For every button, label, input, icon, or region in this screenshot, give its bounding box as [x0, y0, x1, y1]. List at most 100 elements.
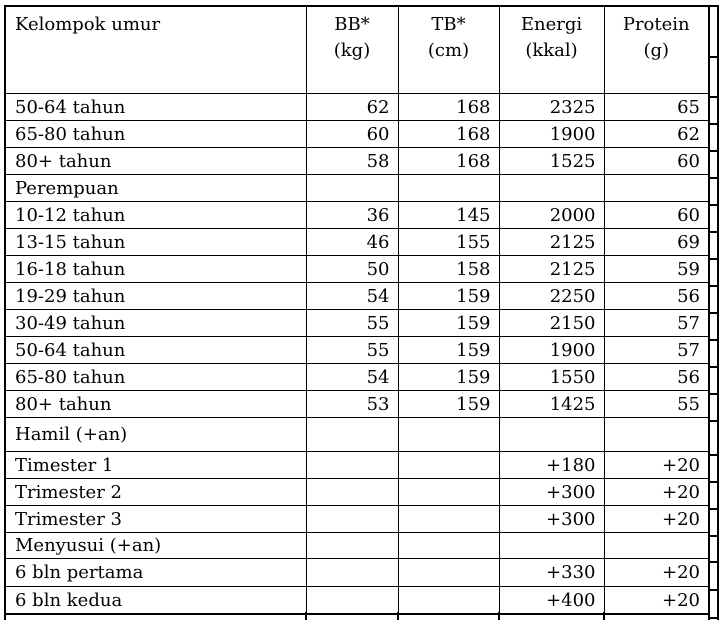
cell-tb: 159 [397, 362, 500, 391]
cut-off-row-column-stub [708, 612, 710, 620]
cell-label: 65-80 tahun [4, 119, 307, 148]
cell-tb: 155 [397, 227, 500, 256]
cell-bb: 36 [305, 200, 399, 229]
col-header-title: Energi [520, 14, 583, 35]
cell-protein: 69 [603, 227, 710, 256]
sliver-row-line [708, 589, 719, 591]
cell-tb: 159 [397, 389, 500, 418]
sliver-row-line [708, 231, 719, 233]
cell-energi: 2325 [498, 92, 605, 121]
table-row: 80+ tahun 53 159 1425 55 [4, 389, 710, 418]
cell-tb: 168 [397, 119, 500, 148]
table-row: 50-64 tahun 55 159 1900 57 [4, 335, 710, 364]
cell-tb [397, 477, 500, 506]
cell-bb [305, 504, 399, 533]
cell-tb: 168 [397, 146, 500, 175]
cut-off-row-column-stub [397, 612, 399, 620]
cell-tb [397, 173, 500, 202]
table-row: Menyusui (+an) [4, 531, 710, 559]
cell-energi [498, 531, 605, 559]
cell-protein [603, 531, 710, 559]
cell-protein: 55 [603, 389, 710, 418]
cell-label: 13-15 tahun [4, 227, 307, 256]
cell-label: 10-12 tahun [4, 200, 307, 229]
cell-energi: 1425 [498, 389, 605, 418]
cell-bb [305, 173, 399, 202]
cell-protein: 62 [603, 119, 710, 148]
cell-energi: 2000 [498, 200, 605, 229]
table-row: Trimester 2 +300 +20 [4, 477, 710, 506]
cell-label: Perempuan [4, 173, 307, 202]
table-row: 65-80 tahun 60 168 1900 62 [4, 119, 710, 148]
col-header-unit: (g) [643, 40, 670, 61]
header-row: Kelompok umur BB* (kg) TB* (cm) Energi (… [4, 5, 710, 94]
cell-protein: 65 [603, 92, 710, 121]
cell-label: Hamil (+an) [4, 416, 307, 452]
cell-protein: +20 [603, 585, 710, 615]
cell-label: 6 bln kedua [4, 585, 307, 615]
cut-off-row-column-stub [498, 612, 500, 620]
cell-tb [397, 450, 500, 479]
sliver-row-line [708, 177, 719, 179]
cell-tb: 159 [397, 308, 500, 337]
cell-bb: 50 [305, 254, 399, 283]
cell-energi: 1550 [498, 362, 605, 391]
cell-protein: 57 [603, 335, 710, 364]
sliver-row-line [708, 339, 719, 341]
sliver-row-line [708, 258, 719, 260]
cell-energi: +180 [498, 450, 605, 479]
sliver-row-line [708, 123, 719, 125]
sliver-row-line [708, 366, 719, 368]
cell-bb: 55 [305, 335, 399, 364]
cell-tb: 159 [397, 335, 500, 364]
cell-label: 65-80 tahun [4, 362, 307, 391]
sliver-row-line [708, 312, 719, 314]
table-row: 6 bln pertama +330 +20 [4, 557, 710, 587]
table-row: 19-29 tahun 54 159 2250 56 [4, 281, 710, 310]
sliver-row-line [708, 420, 719, 422]
cut-off-row-column-stub [4, 612, 6, 620]
table-row: Trimester 3 +300 +20 [4, 504, 710, 533]
table-row: Hamil (+an) [4, 416, 710, 452]
cell-label: 30-49 tahun [4, 308, 307, 337]
cell-label: 50-64 tahun [4, 92, 307, 121]
cell-tb [397, 416, 500, 452]
cut-off-row-column-stub [305, 612, 307, 620]
table-top-border-sliver [708, 5, 719, 7]
sliver-row-line [708, 454, 719, 456]
cell-label: Trimester 2 [4, 477, 307, 506]
cell-tb: 145 [397, 200, 500, 229]
cell-bb: 55 [305, 308, 399, 337]
col-header-title: Protein [622, 14, 690, 35]
cut-off-row-column-stub [603, 612, 605, 620]
cell-energi: 2250 [498, 281, 605, 310]
cell-label: 16-18 tahun [4, 254, 307, 283]
col-header-tb: TB* (cm) [397, 5, 500, 94]
cell-tb: 159 [397, 281, 500, 310]
cell-energi: +400 [498, 585, 605, 615]
cell-protein: +20 [603, 557, 710, 587]
cell-protein: 59 [603, 254, 710, 283]
cell-bb: 62 [305, 92, 399, 121]
cell-label: 80+ tahun [4, 389, 307, 418]
cell-energi: +300 [498, 477, 605, 506]
cell-label: Timester 1 [4, 450, 307, 479]
cell-energi: 1900 [498, 119, 605, 148]
table-row: 65-80 tahun 54 159 1550 56 [4, 362, 710, 391]
cell-bb: 60 [305, 119, 399, 148]
cell-energi: 1900 [498, 335, 605, 364]
cell-tb: 168 [397, 92, 500, 121]
cell-bb [305, 416, 399, 452]
cell-energi: 2125 [498, 227, 605, 256]
cell-protein: 56 [603, 362, 710, 391]
cell-tb [397, 557, 500, 587]
table-row: 10-12 tahun 36 145 2000 60 [4, 200, 710, 229]
sliver-row-line [708, 508, 719, 510]
cell-label: 80+ tahun [4, 146, 307, 175]
sliver-row-line [708, 535, 719, 537]
cell-bb: 53 [305, 389, 399, 418]
cell-protein: 60 [603, 200, 710, 229]
cell-tb [397, 531, 500, 559]
col-header-kelompok-umur: Kelompok umur [4, 5, 307, 94]
